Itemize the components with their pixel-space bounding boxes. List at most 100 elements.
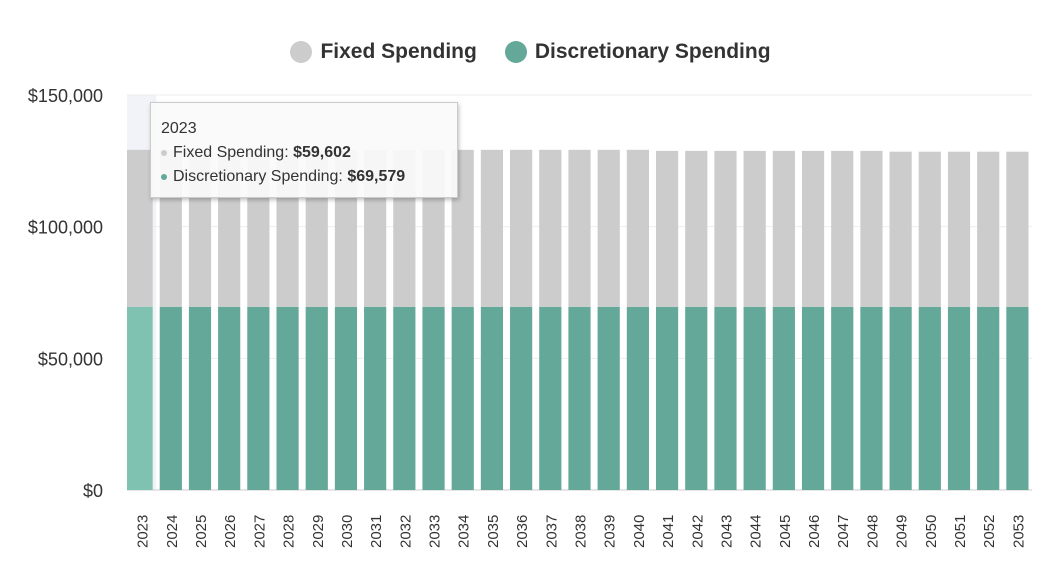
fixed-dot-icon [161, 149, 167, 156]
bar-discretionary [510, 306, 533, 490]
bar-discretionary [685, 306, 708, 490]
x-tick-label: 2045 [777, 515, 794, 548]
bar-discretionary [860, 306, 883, 490]
bar-discretionary [714, 306, 737, 490]
bar-discretionary [831, 306, 854, 490]
bar-fixed [1006, 151, 1029, 307]
bar-discretionary [655, 306, 679, 490]
x-tick-label: 2033 [427, 515, 444, 548]
tooltip-fixed-value: $59,602 [293, 144, 351, 161]
legend: Fixed Spending Discretionary Spending [0, 40, 1061, 64]
x-tick-label: 2030 [339, 515, 356, 548]
x-tick-label: 2025 [193, 515, 210, 548]
bar-fixed [539, 149, 562, 307]
bar-discretionary [568, 306, 591, 490]
bar-discretionary [188, 306, 212, 490]
x-tick-label: 2027 [251, 515, 268, 548]
tooltip-disc-value: $69,579 [347, 168, 406, 185]
x-tick-label: 2041 [660, 515, 677, 548]
bar-fixed [772, 150, 795, 307]
discretionary-dot-icon [161, 173, 167, 180]
y-tick-label: $100,000 [28, 218, 103, 238]
bar-fixed [743, 150, 766, 307]
bar-discretionary [276, 306, 299, 490]
bar-discretionary [539, 306, 562, 490]
bar-discretionary [159, 306, 182, 490]
bar-discretionary [918, 306, 941, 490]
bar-discretionary [364, 306, 387, 490]
bar-fixed [685, 150, 708, 307]
legend-label: Fixed Spending [320, 40, 477, 63]
x-tick-label: 2039 [602, 515, 619, 548]
x-tick-label: 2048 [864, 515, 881, 548]
bar-discretionary [947, 306, 971, 490]
legend-item-fixed[interactable]: Fixed Spending [290, 40, 477, 64]
x-tick-label: 2053 [1010, 515, 1027, 548]
x-tick-label: 2043 [718, 515, 735, 548]
x-tick-label: 2034 [456, 515, 473, 548]
bar-fixed [918, 151, 941, 307]
bar-fixed [714, 150, 737, 307]
y-tick-label: $50,000 [38, 349, 103, 369]
x-tick-label: 2049 [894, 515, 911, 548]
bar-discretionary [889, 306, 912, 490]
bar-fixed [568, 149, 591, 307]
x-tick-label: 2042 [689, 515, 706, 548]
bar-discretionary [597, 306, 620, 490]
bar-discretionary [480, 306, 504, 490]
x-tick-label: 2052 [981, 515, 998, 548]
bar-fixed [597, 149, 620, 307]
x-tick-label: 2040 [631, 515, 648, 548]
bar-discretionary [218, 306, 241, 490]
x-tick-label: 2047 [835, 515, 852, 548]
bar-fixed [801, 150, 825, 307]
bar-fixed [977, 151, 1000, 307]
x-tick-label: 2036 [514, 515, 531, 548]
y-tick-label: $150,000 [28, 86, 103, 106]
bar-discretionary [772, 306, 795, 490]
bar-discretionary [393, 306, 416, 490]
x-tick-label: 2028 [281, 515, 298, 548]
bar-fixed [480, 149, 504, 307]
x-tick-label: 2035 [485, 515, 502, 548]
x-tick-label: 2046 [806, 515, 823, 548]
bar-discretionary [1006, 306, 1029, 490]
bar-fixed [860, 150, 883, 307]
y-tick-label: $0 [83, 481, 103, 501]
bar-discretionary [247, 306, 270, 490]
discretionary-swatch-icon [504, 41, 527, 63]
bar-fixed [889, 151, 912, 307]
x-tick-label: 2051 [952, 515, 969, 548]
bar-fixed [655, 150, 679, 307]
x-tick-label: 2050 [923, 515, 940, 548]
x-tick-label: 2023 [135, 515, 152, 548]
x-tick-label: 2031 [368, 515, 385, 548]
bar-discretionary [743, 306, 766, 490]
tooltip-fixed-label: Fixed Spending: [173, 144, 289, 161]
x-tick-label: 2044 [748, 515, 765, 548]
fixed-swatch-icon [290, 41, 313, 63]
legend-item-discretionary[interactable]: Discretionary Spending [504, 40, 771, 64]
tooltip-disc-label: Discretionary Spending: [173, 168, 343, 185]
x-tick-label: 2026 [222, 515, 239, 548]
bar-discretionary [422, 306, 445, 490]
tooltip-title: 2023 [161, 120, 197, 137]
bar-discretionary [626, 306, 649, 490]
bar-discretionary [451, 306, 474, 490]
bar-discretionary [334, 306, 358, 490]
x-tick-label: 2024 [164, 515, 181, 548]
bar-fixed [626, 149, 649, 307]
bar-fixed [831, 150, 854, 307]
bar-fixed [947, 151, 971, 307]
bar-fixed [510, 149, 533, 307]
bar-discretionary [801, 306, 825, 490]
x-tick-label: 2032 [397, 515, 414, 548]
legend-label: Discretionary Spending [534, 40, 771, 63]
x-tick-label: 2037 [543, 515, 560, 548]
bar-fixed [127, 149, 153, 307]
x-tick-label: 2029 [310, 515, 327, 548]
x-tick-label: 2038 [573, 515, 590, 548]
bar-discretionary [305, 306, 328, 490]
